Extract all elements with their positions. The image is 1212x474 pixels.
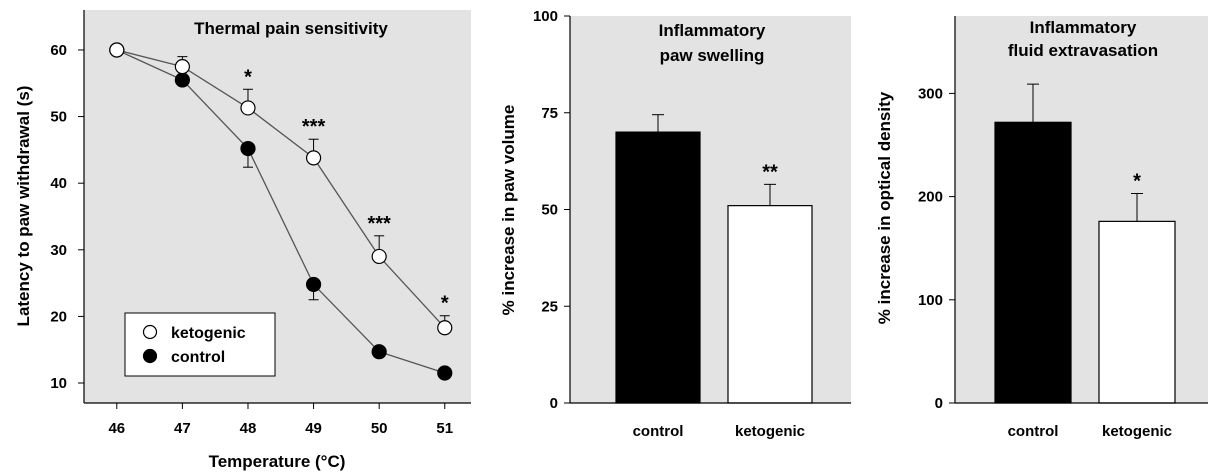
data-point-ketogenic xyxy=(109,42,125,58)
thermal-title: Thermal pain sensitivity xyxy=(194,19,388,38)
y-tick-label: 20 xyxy=(50,308,67,325)
thermal-axes xyxy=(83,10,471,404)
legend-marker-ketogenic xyxy=(142,324,158,340)
significance-marker: * xyxy=(441,293,449,315)
y-tick-label: 0 xyxy=(550,395,558,412)
y-tick-label: 30 xyxy=(50,242,67,259)
significance-marker: * xyxy=(244,66,252,88)
y-tick-label: 200 xyxy=(918,189,943,206)
x-tick-label: 49 xyxy=(305,420,322,437)
fluid-extravasation-title-line2: fluid extravasation xyxy=(1008,41,1158,60)
bar-ketogenic xyxy=(727,205,813,404)
legend-marker-control xyxy=(142,348,158,364)
significance-marker: *** xyxy=(367,213,391,235)
bar-control xyxy=(615,131,701,404)
y-tick-label: 100 xyxy=(533,8,558,25)
fluid-extravasation-panel: * control ketogenic 0 100 200 300 Inflammator… xyxy=(875,16,1208,440)
paw-swelling-title-line2: paw swelling xyxy=(660,46,765,65)
x-tick-label: ketogenic xyxy=(1102,423,1172,440)
fluid-extravasation-title-line1: Inflammatory xyxy=(1030,18,1137,37)
thermal-ticks: 46 47 48 49 50 51 10 20 30 40 50 60 xyxy=(50,42,453,437)
thermal-y-axis-label: Latency to paw withdrawal (s) xyxy=(14,86,33,327)
series-line-control xyxy=(116,49,445,374)
data-point-ketogenic xyxy=(240,100,256,116)
thermal-significance: ******** xyxy=(244,66,449,314)
x-tick-label: 46 xyxy=(108,420,125,437)
fluid-extravasation-y-axis-label: % increase in optical density xyxy=(875,91,894,324)
paw-swelling-title-line1: Inflammatory xyxy=(659,21,766,40)
y-tick-label: 25 xyxy=(541,298,558,315)
data-point-control xyxy=(437,365,453,381)
y-tick-label: 40 xyxy=(50,175,67,192)
x-tick-label: ketogenic xyxy=(735,423,805,440)
y-tick-label: 10 xyxy=(50,375,67,392)
significance-marker: ** xyxy=(762,161,778,183)
series-line-ketogenic xyxy=(116,49,446,329)
x-tick-label: 47 xyxy=(174,420,191,437)
paw-swelling-bars: ** xyxy=(615,114,813,404)
legend-label-ketogenic: ketogenic xyxy=(171,325,246,342)
data-point-ketogenic xyxy=(305,150,322,166)
paw-swelling-panel: ** control ketogenic 0 25 50 75 100 Inflammato… xyxy=(499,8,851,440)
thermal-series xyxy=(109,42,453,381)
thermal-x-axis-label: Temperature (°C) xyxy=(209,452,346,471)
legend-label-control: control xyxy=(171,349,225,366)
x-tick-label: 50 xyxy=(371,420,388,437)
x-tick-label: 48 xyxy=(240,420,257,437)
x-tick-label: 51 xyxy=(436,420,453,437)
y-tick-label: 300 xyxy=(918,85,943,102)
y-tick-label: 50 xyxy=(50,109,67,126)
y-tick-label: 0 xyxy=(935,395,943,412)
paw-swelling-axes: control ketogenic 0 25 50 75 100 xyxy=(533,8,851,440)
paw-swelling-y-axis-label: % increase in paw volume xyxy=(499,105,518,316)
x-tick-label: control xyxy=(633,423,684,440)
x-tick-label: control xyxy=(1008,423,1059,440)
data-point-ketogenic xyxy=(174,59,190,75)
significance-marker: *** xyxy=(302,116,326,138)
y-tick-label: 60 xyxy=(50,42,67,59)
y-tick-label: 50 xyxy=(541,202,558,219)
legend-box xyxy=(124,312,276,377)
y-tick-label: 75 xyxy=(541,105,558,122)
data-point-control xyxy=(174,72,190,88)
fluid-extravasation-bars: * xyxy=(994,83,1176,404)
data-point-ketogenic xyxy=(371,248,387,265)
thermal-legend: ketogenic control xyxy=(124,312,276,377)
data-point-control xyxy=(305,276,322,293)
significance-marker: * xyxy=(1133,171,1141,193)
bar-ketogenic xyxy=(1098,220,1176,404)
fluid-extravasation-axes: control ketogenic 0 100 200 300 xyxy=(918,16,1208,440)
bar-control xyxy=(994,121,1072,404)
data-point-control xyxy=(240,140,256,157)
data-point-ketogenic xyxy=(437,320,453,336)
data-point-control xyxy=(371,344,387,360)
y-tick-label: 100 xyxy=(918,292,943,309)
